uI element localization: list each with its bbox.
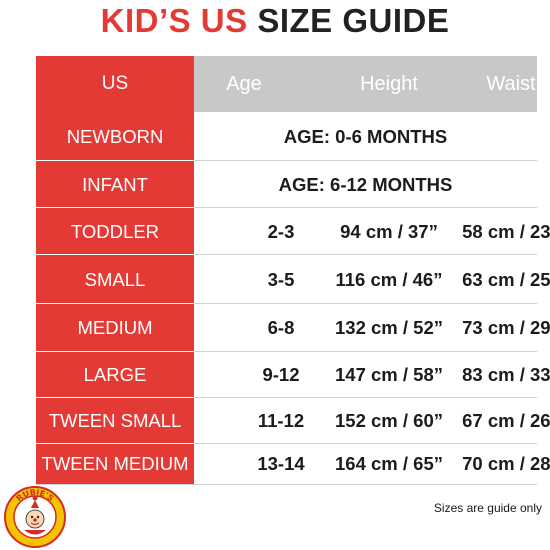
size-label: TODDLER	[70, 220, 160, 242]
waist-value: 58 cm / 23”	[462, 220, 550, 242]
size-label: MEDIUM	[77, 317, 153, 338]
table-row: TWEEN MEDIUM 13-14 164 cm / 65” 70 cm / …	[36, 444, 550, 484]
table-header-row: US Age Height Waist	[36, 56, 537, 112]
waist-value: 63 cm / 25”	[462, 268, 550, 290]
height-value: 152 cm / 60”	[335, 410, 443, 431]
age-span: AGE: 6-12 MONTHS	[278, 173, 453, 195]
header-us: US	[101, 73, 129, 94]
waist-value: 73 cm / 29”	[462, 317, 550, 338]
age-value: 9-12	[262, 364, 300, 385]
size-label: TWEEN SMALL	[48, 410, 182, 431]
title-size-guide: SIZE GUIDE	[257, 2, 450, 39]
size-label: TWEEN MEDIUM	[41, 453, 189, 474]
height-value: 164 cm / 65”	[335, 453, 443, 474]
size-label: NEWBORN	[66, 125, 164, 147]
size-table: US Age Height Waist NEWBORN AGE: 0-6 MON…	[36, 56, 550, 485]
size-column-background	[36, 56, 194, 484]
rubies-clown-logo-icon: RUBIE'S	[4, 486, 66, 548]
title-kids-us: KID’S US	[100, 2, 258, 39]
age-span: AGE: 0-6 MONTHS	[283, 125, 448, 147]
age-value: 6-8	[267, 317, 295, 338]
page-title: KID’S US SIZE GUIDE	[0, 2, 550, 40]
header-age: Age	[226, 72, 262, 95]
header-background	[194, 56, 537, 112]
header-height: Height	[360, 72, 418, 95]
height-value: 132 cm / 52”	[335, 317, 443, 338]
table-row: INFANT AGE: 6-12 MONTHS	[36, 161, 537, 208]
age-value: 11-12	[257, 410, 305, 431]
height-value: 116 cm / 46”	[335, 268, 443, 290]
size-label: LARGE	[83, 364, 147, 385]
footer-note: Sizes are guide only	[433, 501, 542, 515]
table-row: TWEEN SMALL 11-12 152 cm / 60” 67 cm / 2…	[36, 398, 550, 444]
table-row: LARGE 9-12 147 cm / 58” 83 cm / 33”	[36, 352, 550, 398]
waist-value: 70 cm / 28”	[462, 453, 550, 474]
svg-text:RUBIE'S: RUBIE'S	[15, 488, 56, 504]
age-value: 13-14	[257, 453, 305, 474]
table-row: SMALL 3-5 116 cm / 46” 63 cm / 25”	[36, 255, 550, 304]
age-value: 3-5	[267, 268, 295, 290]
height-value: 94 cm / 37”	[340, 220, 438, 242]
table-row: TODDLER 2-3 94 cm / 37” 58 cm / 23”	[36, 208, 550, 255]
size-label: SMALL	[84, 268, 146, 290]
size-label: INFANT	[82, 173, 148, 195]
header-waist: Waist	[486, 72, 536, 95]
table-row: NEWBORN AGE: 0-6 MONTHS	[36, 112, 537, 161]
age-value: 2-3	[267, 220, 295, 242]
table-row: MEDIUM 6-8 132 cm / 52” 73 cm / 29”	[36, 304, 550, 352]
height-value: 147 cm / 58”	[335, 364, 443, 385]
waist-value: 67 cm / 26”	[462, 410, 550, 431]
waist-value: 83 cm / 33”	[462, 364, 550, 385]
